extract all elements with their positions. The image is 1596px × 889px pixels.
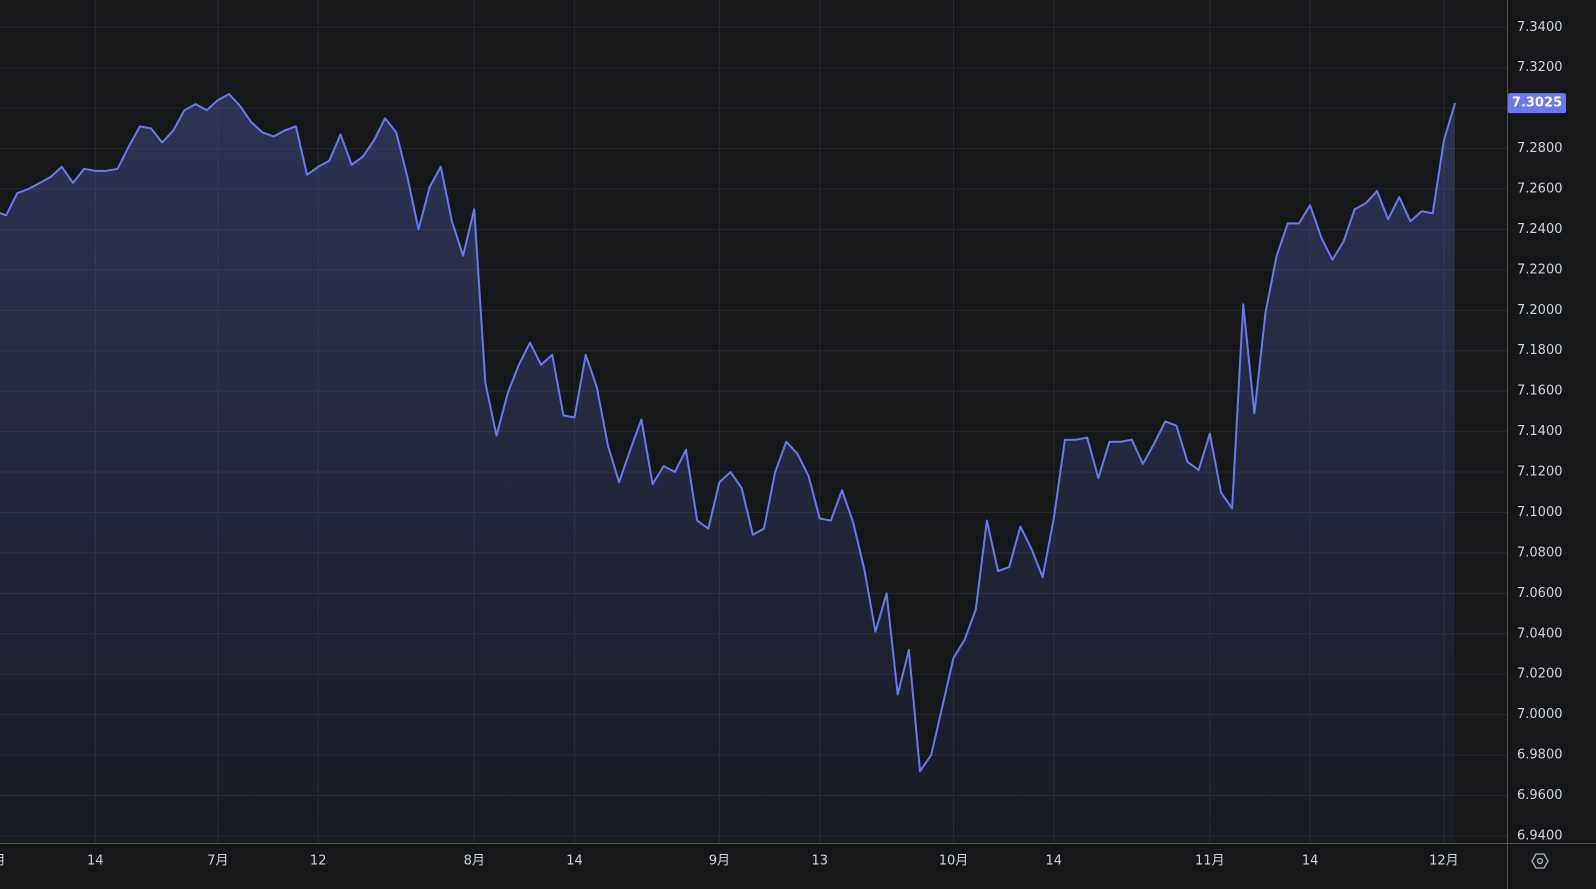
plot-area — [0, 93, 1456, 843]
y-tick-label: 7.2200 — [1517, 262, 1563, 277]
y-tick-label: 7.0600 — [1517, 586, 1563, 601]
y-tick-label: 7.0400 — [1517, 626, 1563, 641]
y-tick-label: 7.1200 — [1517, 465, 1563, 480]
x-tick-label: 14 — [1302, 854, 1319, 869]
y-tick-label: 7.1600 — [1517, 384, 1563, 399]
x-tick-label: 6月 — [0, 854, 6, 869]
settings-dot — [1536, 857, 1544, 865]
x-tick-label: 7月 — [207, 854, 228, 869]
x-tick-label: 14 — [1046, 854, 1063, 869]
settings-icon[interactable] — [1531, 853, 1549, 869]
x-tick-label: 11月 — [1195, 854, 1225, 869]
settings-hex — [1531, 853, 1549, 869]
y-tick-label: 7.0200 — [1517, 667, 1563, 682]
y-tick-label: 6.9600 — [1517, 788, 1563, 803]
last-value-box — [1508, 93, 1566, 114]
y-tick-label: 7.0800 — [1517, 545, 1563, 560]
x-tick-label: 8月 — [464, 854, 485, 869]
y-tick-label: 7.0000 — [1517, 707, 1563, 722]
y-tick-label: 6.9400 — [1517, 828, 1563, 843]
axes: 7.34007.32007.30007.28007.26007.24007.22… — [0, 20, 1566, 869]
y-tick-label: 7.3200 — [1517, 60, 1563, 75]
last-value-label: 7.3025 — [1512, 96, 1562, 111]
x-tick-label: 10月 — [939, 854, 969, 869]
y-tick-label: 7.2000 — [1517, 303, 1563, 318]
x-tick-label: 12月 — [1429, 854, 1459, 869]
y-tick-label: 6.9800 — [1517, 748, 1563, 763]
x-tick-label: 13 — [811, 854, 828, 869]
y-tick-label: 7.2600 — [1517, 182, 1563, 197]
x-tick-label: 9月 — [709, 854, 730, 869]
y-tick-label: 7.2400 — [1517, 222, 1563, 237]
y-tick-label: 7.1000 — [1517, 505, 1563, 520]
price-line — [0, 93, 1456, 773]
x-tick-label: 14 — [87, 854, 104, 869]
y-tick-label: 7.1400 — [1517, 424, 1563, 439]
area-fill — [0, 94, 1455, 843]
x-tick-label: 12 — [310, 854, 327, 869]
y-tick-label: 7.2800 — [1517, 141, 1563, 156]
x-tick-label: 14 — [566, 854, 583, 869]
y-tick-label: 7.1800 — [1517, 343, 1563, 358]
y-tick-label: 7.3400 — [1517, 20, 1563, 35]
